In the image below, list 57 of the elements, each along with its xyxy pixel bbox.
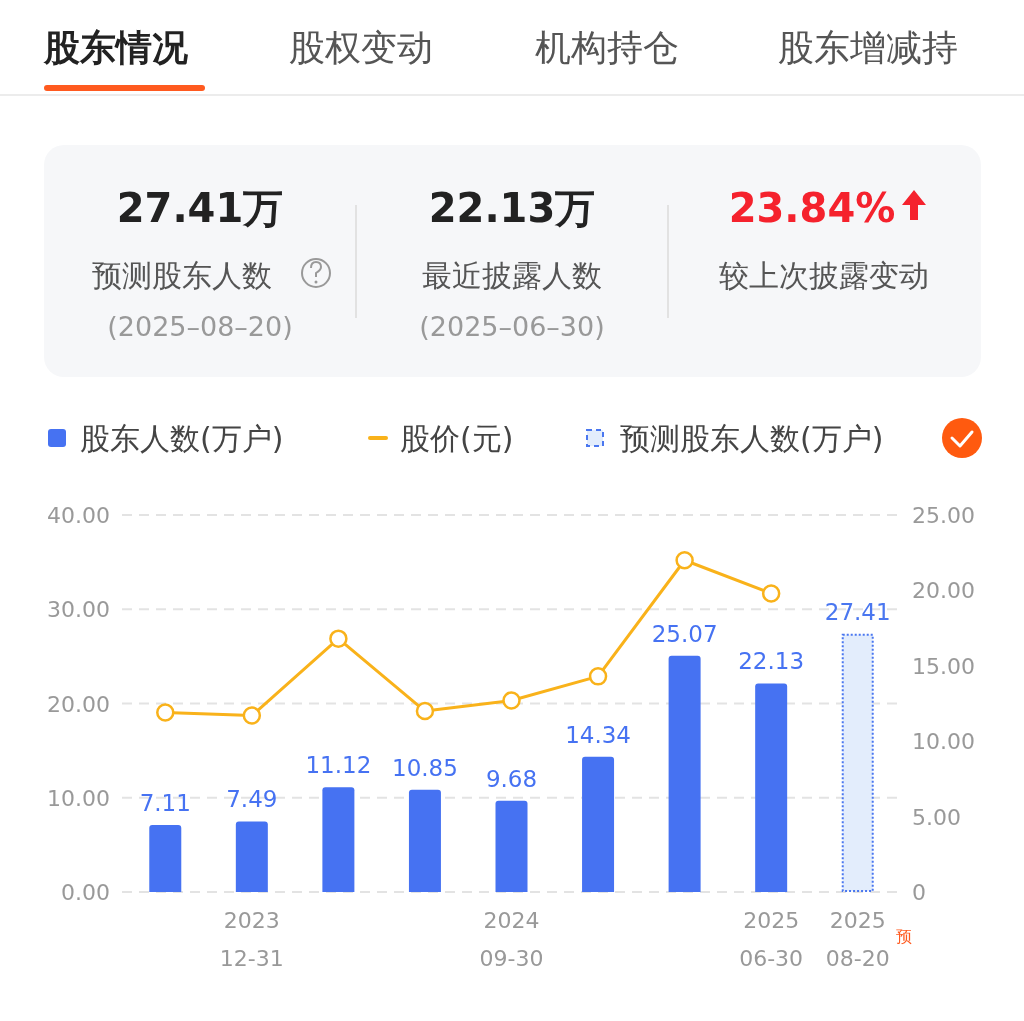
data-label: 10.85 — [392, 754, 458, 781]
y-tick-label: 10.00 — [47, 785, 110, 811]
point — [502, 691, 521, 710]
text: 预测股东人数 — [92, 258, 272, 293]
text: 27.41万 — [116, 185, 284, 231]
text: 股东情况 — [43, 27, 188, 68]
text: 最近披露人数 — [422, 258, 602, 293]
bar — [841, 633, 874, 892]
y2-tick-label: 15.00 — [912, 653, 975, 679]
bar — [755, 683, 788, 892]
x-tick-label: 2024 09-30 — [479, 908, 544, 971]
legend-label: 股价(元) — [400, 421, 514, 456]
text: 预 — [895, 927, 912, 946]
text: 机构持仓 — [535, 27, 679, 68]
point — [675, 550, 694, 570]
text: (2025–06–30) — [419, 311, 605, 342]
text: 股东增减持 — [778, 27, 958, 68]
data-label: 22.13 — [738, 648, 805, 675]
bar — [322, 787, 355, 892]
y2-tick-label: 10.00 — [912, 729, 975, 755]
legend-label: 预测股东人数(万户) — [620, 421, 884, 456]
text: 22.13万 — [428, 185, 596, 231]
x-tick-label: 2025 08-20 — [825, 908, 890, 971]
data-label: 25.07 — [651, 620, 718, 647]
data-label: 11.12 — [305, 752, 372, 779]
bar — [149, 824, 182, 892]
y-tick-label: 30.00 — [47, 597, 110, 623]
point — [242, 706, 262, 725]
text: 较上次披露变动 — [719, 258, 929, 293]
data-label: 7.11 — [139, 789, 191, 816]
x-tick-label: 2025 06-30 — [739, 908, 804, 971]
y-tick-label: 40.00 — [47, 503, 110, 528]
point — [415, 701, 435, 721]
bar — [235, 821, 268, 892]
x-tick-label: 2023 12-31 — [219, 908, 284, 971]
y2-tick-label: 5.00 — [912, 804, 961, 830]
bar — [668, 655, 701, 892]
text: 23.84% — [728, 185, 896, 231]
point — [329, 629, 348, 648]
y2-tick-label: 25.00 — [912, 503, 975, 528]
data-label: 9.68 — [485, 765, 538, 792]
y2-tick-label: 0 — [912, 880, 926, 905]
bar — [582, 756, 615, 892]
y-tick-label: 0.00 — [61, 880, 110, 905]
data-label: 7.49 — [226, 786, 278, 813]
point — [761, 584, 781, 603]
point — [588, 667, 608, 686]
bar — [408, 789, 441, 892]
legend-label: 股东人数(万户) — [80, 421, 284, 456]
point — [156, 703, 175, 722]
data-label: 14.34 — [565, 721, 631, 748]
text: (2025–08–20) — [107, 311, 293, 342]
data-label: 27.41 — [824, 598, 891, 625]
bar — [495, 800, 528, 892]
text: 股权变动 — [289, 27, 433, 68]
y-tick-label: 20.00 — [47, 691, 110, 717]
y2-tick-label: 20.00 — [912, 578, 975, 604]
